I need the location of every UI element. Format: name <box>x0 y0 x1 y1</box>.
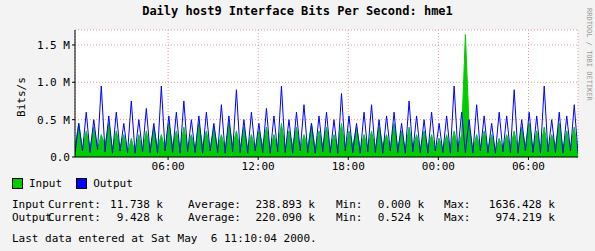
html-text:Output: Output <box>93 177 133 190</box>
html-text:Input: Input <box>29 177 63 190</box>
html-text:0.000 k: 0.000 k <box>377 198 424 211</box>
html-text:Daily host9 Interface Bits Per: Daily host9 Interface Bits Per Second: h… <box>142 4 453 18</box>
html-text:Min:: Min: <box>336 211 363 224</box>
html-text:Average:: Average: <box>188 211 241 224</box>
svg-text:12:00: 12:00 <box>242 160 275 173</box>
svg-text:06:00: 06:00 <box>512 160 545 173</box>
html-text:Min:: Min: <box>336 198 363 211</box>
html-text:RRDTOOL / TOBI OETIKER: RRDTOOL / TOBI OETIKER <box>585 8 593 101</box>
html-text:9.428 k: 9.428 k <box>116 211 163 224</box>
html-text:1636.428 k: 1636.428 k <box>488 198 555 211</box>
svg-text:00:00: 00:00 <box>422 160 455 173</box>
html-text:Bits/s: Bits/s <box>15 77 28 117</box>
svg-text:1.5 M: 1.5 M <box>37 39 70 52</box>
svg-text:0.5 M: 0.5 M <box>37 114 70 127</box>
html-text:974.219 k: 974.219 k <box>495 211 555 224</box>
html-text:Input Current:: Input Current: <box>12 198 101 211</box>
html-text:220.090 k: 220.090 k <box>255 211 315 224</box>
html-text:238.893 k: 238.893 k <box>255 198 315 211</box>
html-text:0.524 k: 0.524 k <box>377 211 424 224</box>
svg-text:18:00: 18:00 <box>332 160 365 173</box>
html-text:Last data entered at Sat May 6: Last data entered at Sat May 6 11:10:04 … <box>12 232 317 245</box>
html-text:Average:: Average: <box>188 198 241 211</box>
svg-text:0.0: 0.0 <box>50 151 70 164</box>
svg-text:06:00: 06:00 <box>152 160 185 173</box>
html-text:Output: Output <box>12 211 52 224</box>
html-text:Max:: Max: <box>444 198 471 211</box>
html-text:11.738 k: 11.738 k <box>110 198 163 211</box>
html-text:Current:: Current: <box>48 211 101 224</box>
svg-text:1.0 M: 1.0 M <box>37 76 70 89</box>
html-text:Max:: Max: <box>444 211 471 224</box>
